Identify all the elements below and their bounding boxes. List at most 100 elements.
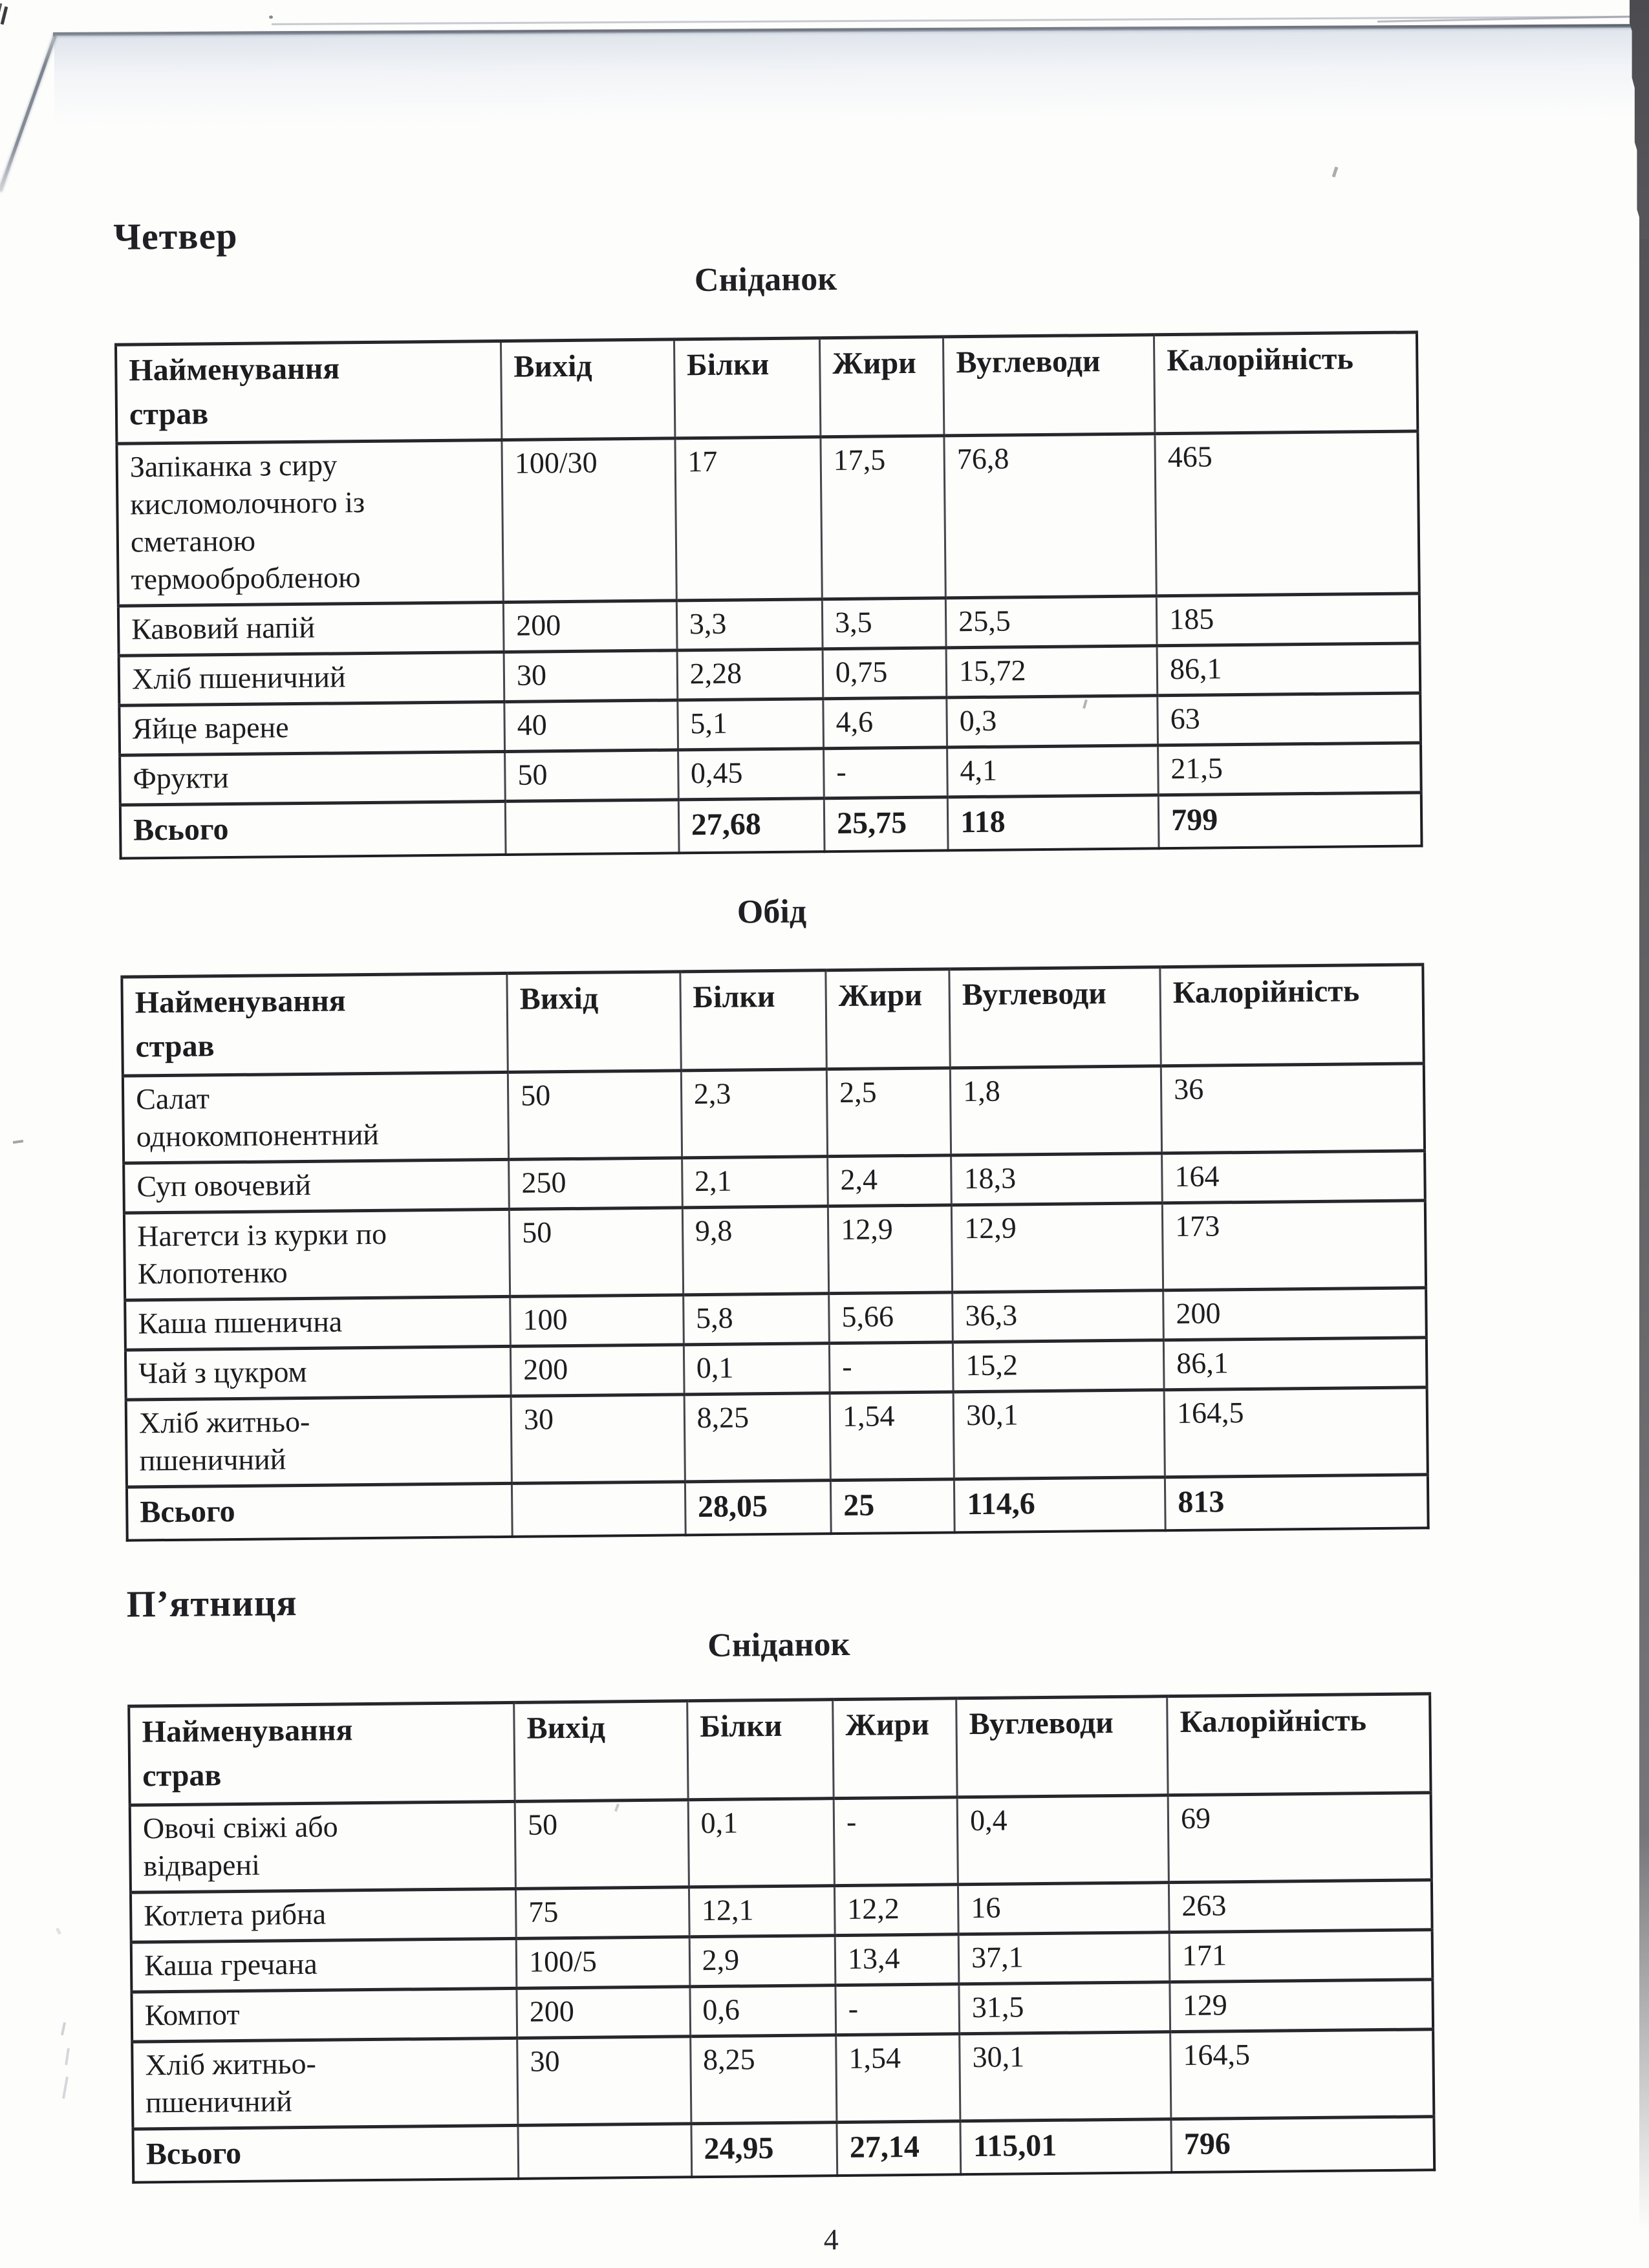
value-cell: 18,3 <box>951 1153 1163 1205</box>
value-cell: 100/30 <box>501 438 676 603</box>
dish-name-cell: Хліб пшеничний <box>118 652 504 705</box>
value-cell <box>518 2123 692 2179</box>
value-cell: 76,8 <box>944 433 1157 598</box>
value-cell: 30,1 <box>953 1389 1165 1479</box>
value-cell: 27,14 <box>836 2121 961 2176</box>
value-cell: 69 <box>1168 1792 1432 1883</box>
meal-heading-breakfast-friday: Сніданок <box>707 1626 850 1665</box>
document-content: Четвер Сніданок Найменування страв Вихід Б… <box>111 0 1436 2263</box>
table-row: Салат однокомпонентний 50 2,3 2,5 1,8 36 <box>122 1063 1425 1163</box>
thursday-breakfast-table: Найменування страв Вихід Білки Жири Вуглевод… <box>114 330 1423 860</box>
column-header: Білки <box>687 1699 834 1800</box>
header-row: Найменування страв Вихід Білки Жири Вуглевод… <box>115 332 1418 444</box>
value-cell: - <box>829 1342 954 1393</box>
dish-name-cell: Нагетси із курки по Клопотенко <box>124 1209 510 1300</box>
column-header: Калорійність <box>1167 1693 1431 1795</box>
value-cell: 8,25 <box>684 1393 831 1482</box>
value-cell: 0,6 <box>689 1985 836 2037</box>
column-header: Найменування страв <box>122 973 508 1076</box>
scan-speck <box>12 1139 24 1144</box>
thursday-lunch-table: Найменування страв Вихід Білки Жири Вуглевод… <box>120 962 1430 1542</box>
value-cell: 100/5 <box>516 1936 690 1989</box>
value-cell: 28,05 <box>685 1480 832 1535</box>
value-cell: 0,45 <box>678 748 824 800</box>
dish-name-cell: Запіканка з сиру кисломолочного із смета… <box>116 440 504 606</box>
value-cell: 200 <box>1163 1287 1427 1340</box>
value-cell: 250 <box>508 1157 682 1210</box>
value-cell: 799 <box>1158 792 1422 848</box>
column-header: Жири <box>832 1698 958 1799</box>
table-row: Хліб житньо- пшеничний 30 8,25 1,54 30,1 164,… <box>125 1387 1428 1487</box>
column-header: Вихід <box>513 1701 688 1802</box>
value-cell: 129 <box>1169 1979 1434 2032</box>
scan-speck <box>55 1927 62 1935</box>
value-cell: 9,8 <box>682 1206 829 1295</box>
dish-name-cell: Хліб житньо- пшеничний <box>125 1396 512 1487</box>
value-cell: 25,5 <box>945 595 1158 648</box>
meal-heading-lunch: Обід <box>737 893 807 931</box>
value-cell <box>512 1481 685 1537</box>
value-cell: 50 <box>509 1207 684 1297</box>
scan-corner-mark <box>0 6 8 25</box>
dish-name-cell: Суп овочевий <box>124 1159 510 1213</box>
value-cell: 0,3 <box>946 695 1158 747</box>
dish-name-cell: Хліб житньо- пшеничний <box>132 2038 519 2130</box>
column-header: Калорійність <box>1154 332 1418 434</box>
value-cell: 17 <box>674 436 823 601</box>
value-cell: 25,75 <box>824 797 949 851</box>
dish-name-cell: Каша гречана <box>131 1938 517 1993</box>
value-cell: 0,1 <box>684 1343 830 1395</box>
value-cell: 1,8 <box>950 1065 1162 1155</box>
value-cell: 36 <box>1161 1063 1425 1153</box>
value-cell: 25 <box>830 1479 955 1534</box>
value-cell: 100 <box>510 1294 684 1347</box>
dish-name-cell: Салат однокомпонентний <box>122 1072 509 1163</box>
dish-name-cell: Всього <box>126 1482 513 1541</box>
value-cell: 30,1 <box>959 2031 1171 2121</box>
value-cell: 185 <box>1156 593 1420 646</box>
value-cell: 30 <box>511 1394 685 1483</box>
dish-name-cell: Каша пшенична <box>125 1296 511 1350</box>
dish-name-cell: Овочі свіжі або відварені <box>129 1801 516 1893</box>
dish-name-cell: Всього <box>120 801 506 859</box>
value-cell: - <box>823 747 948 798</box>
day-heading-thursday: Четвер <box>113 214 238 258</box>
value-cell: - <box>835 1984 960 2035</box>
dish-name-cell: Всього <box>133 2125 519 2183</box>
column-header: Калорійність <box>1159 964 1424 1066</box>
day-heading-friday: П’ятниця <box>126 1581 297 1625</box>
value-cell: 37,1 <box>958 1932 1170 1984</box>
column-header: Найменування страв <box>115 341 502 444</box>
table-row: Запіканка з сиру кисломолочного із смета… <box>116 431 1419 606</box>
value-cell: 2,1 <box>682 1156 828 1208</box>
value-cell: 75 <box>515 1887 689 1939</box>
value-cell: 3,3 <box>676 599 823 650</box>
value-cell: 63 <box>1157 692 1421 745</box>
value-cell: 173 <box>1162 1200 1427 1290</box>
value-cell: 27,68 <box>678 798 825 853</box>
value-cell: - <box>834 1797 958 1886</box>
value-cell: 12,9 <box>828 1204 953 1294</box>
value-cell: 200 <box>503 600 677 652</box>
value-cell: 3,5 <box>822 597 947 649</box>
value-cell <box>505 799 679 855</box>
value-cell: 12,9 <box>951 1203 1163 1292</box>
friday-breakfast-table: Найменування страв Вихід Білки Жири Вуглевод… <box>127 1692 1436 2184</box>
dish-name-cell: Компот <box>131 1988 517 2042</box>
dish-name-cell: Яйце варене <box>119 701 505 755</box>
header-row: Найменування страв Вихід Білки Жири Вуглевод… <box>129 1693 1431 1806</box>
table-row: Хліб житньо- пшеничний 30 8,25 1,54 30,1 164,… <box>132 2029 1434 2130</box>
value-cell: 86,1 <box>1157 643 1421 696</box>
value-cell: 40 <box>504 700 678 752</box>
header-row: Найменування страв Вихід Білки Жири Вуглевод… <box>122 964 1424 1076</box>
value-cell: 86,1 <box>1163 1337 1427 1390</box>
dish-name-cell: Фрукти <box>120 751 506 805</box>
value-cell: 50 <box>515 1799 689 1889</box>
value-cell: 36,3 <box>952 1290 1164 1342</box>
dish-name-cell: Кавовий напій <box>118 602 504 656</box>
value-cell: 164,5 <box>1164 1387 1428 1477</box>
value-cell: 5,1 <box>677 698 824 750</box>
value-cell: 1,54 <box>830 1391 954 1481</box>
column-header: Найменування страв <box>129 1702 515 1806</box>
